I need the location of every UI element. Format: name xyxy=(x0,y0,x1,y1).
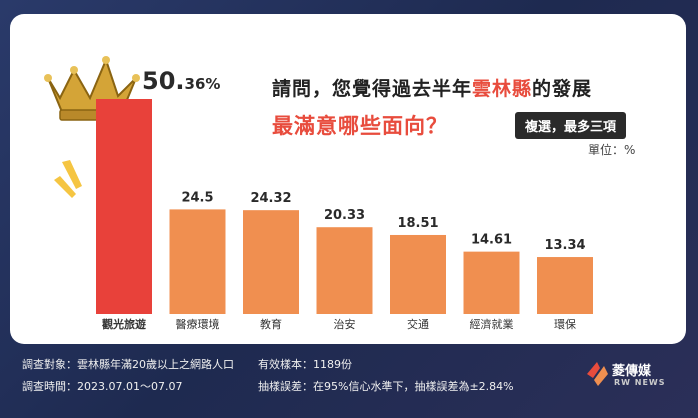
bar-chart: 50.36% 24.5 24.32 20.33 18.51 14.61 13.34 觀光旅遊… xyxy=(44,56,593,331)
title-highlight: 雲林縣 xyxy=(472,78,533,100)
logo-sub: RW NEWS xyxy=(614,378,666,387)
category-label-6: 環保 xyxy=(554,317,576,331)
sampling-error: 抽樣誤差：在95%信心水準下，抽樣誤差為±2.84% xyxy=(258,380,514,393)
title-text: 請問，您覺得過去半年 xyxy=(272,78,473,100)
multi-select-tag: 複選，最多三項 xyxy=(515,112,627,139)
category-label-4: 交通 xyxy=(407,317,429,331)
question-line-1: 請問，您覺得過去半年雲林縣的發展 xyxy=(272,74,592,101)
value-label-5: 14.61 xyxy=(471,233,512,248)
chart-card: 50.36% 24.5 24.32 20.33 18.51 14.61 13.34 觀光旅遊… xyxy=(10,14,686,344)
category-label-0: 觀光旅遊 xyxy=(102,317,146,331)
bar-3 xyxy=(316,227,373,314)
category-label-3: 治安 xyxy=(334,317,356,331)
value-label-0: 50.36% xyxy=(142,67,220,95)
category-label-1: 醫療環境 xyxy=(176,317,220,331)
value-label-6: 13.34 xyxy=(544,238,585,253)
bar-0 xyxy=(96,99,152,314)
unit-label: 單位：% xyxy=(588,143,636,157)
survey-time: 調查時間：2023.07.01～07.07 xyxy=(22,380,183,393)
title-text-end: 的發展 xyxy=(532,78,593,100)
bar-1 xyxy=(169,209,226,314)
category-label-5: 經濟就業 xyxy=(470,317,514,331)
value-label-2: 24.32 xyxy=(250,191,291,206)
bar-5 xyxy=(463,251,520,314)
category-label-2: 教育 xyxy=(260,317,282,331)
bar-6 xyxy=(537,257,593,314)
bar-2 xyxy=(243,210,299,314)
value-label-4: 18.51 xyxy=(397,216,438,231)
logo-name: 菱傳媒 xyxy=(612,364,652,379)
sparkle-icon xyxy=(54,160,82,198)
rw-logo-icon xyxy=(587,362,608,386)
value-label-1: 24.5 xyxy=(181,190,213,205)
sample-size: 有效樣本：1189份 xyxy=(258,358,352,371)
value-label-3: 20.33 xyxy=(324,208,365,223)
bar-4 xyxy=(390,234,446,314)
question-line-2: 最滿意哪些面向？ xyxy=(272,114,448,138)
survey-target: 調查對象：雲林縣年滿20歲以上之網路人口 xyxy=(22,358,234,371)
